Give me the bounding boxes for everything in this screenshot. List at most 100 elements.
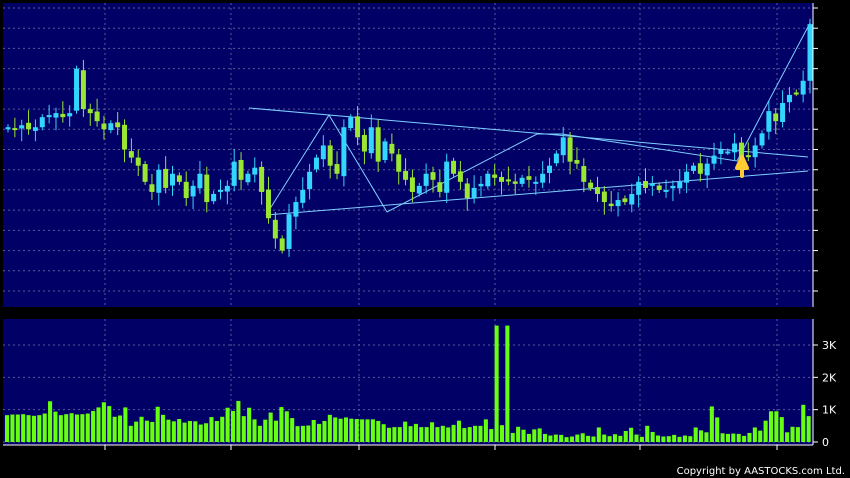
volume-bar [521,429,526,442]
volume-bar [349,418,354,442]
candle-body [437,182,443,192]
volume-bar [300,425,305,442]
volume-bar [317,423,322,442]
volume-bar [483,419,488,442]
volume-bar [779,417,784,442]
volume-bar [413,423,418,442]
volume-bar [381,424,386,442]
volume-tick-label: 1K [822,404,837,417]
volume-bar [343,417,349,442]
candle-body [451,160,457,174]
grid-lines [3,3,813,445]
candle-body [279,238,285,251]
candle-body [313,157,319,170]
candle-body [375,127,381,162]
buy-signal-arrow-icon [735,155,749,178]
volume-bar [64,414,69,442]
volume-bar [586,435,591,442]
volume-tick-label: 0 [822,436,829,449]
volume-bar [5,415,10,442]
volume-bar [763,420,768,442]
volume-bar [596,427,601,442]
volume-bar [338,418,343,442]
volume-bar [806,416,811,442]
volume-bar [187,420,192,442]
candle-body [457,171,463,182]
candle-body [19,125,25,129]
candle-body [800,80,806,95]
volume-bar [747,432,752,442]
candle-body [416,185,422,194]
candle-body [348,117,354,129]
volume-bar [155,406,160,442]
candle-body [183,181,189,199]
candle-body [368,127,374,154]
candle-body [690,165,696,171]
candle-body [745,155,751,158]
volume-bar [48,401,53,442]
volume-bar [731,433,736,442]
candle-body [636,181,642,195]
volume-bar [435,427,440,442]
volume-bar [790,426,795,442]
volume-bar [31,415,36,442]
volume-bar [236,400,241,442]
volume-bar [639,436,644,442]
candle-body [87,109,93,114]
volume-bar [166,419,171,442]
volume-bar [785,432,790,442]
candle-body [560,137,566,156]
volume-bar [96,407,101,442]
candle-body [403,170,409,180]
volume-bar [74,414,80,442]
candle-body [67,113,73,117]
candle-body [649,183,655,186]
volume-bar [204,423,209,442]
volume-bar [580,433,585,442]
trendline [265,22,811,216]
candle-body [170,173,176,186]
volume-bar [462,428,467,442]
volume-bar [677,436,682,442]
volume-bar [682,435,687,442]
volume-bar [467,427,472,442]
volume-tick-label: 3K [822,339,837,352]
candle-body [423,173,429,186]
candle-body [211,193,217,202]
volume-bar [150,421,155,442]
volume-bar [134,421,139,442]
volume-bar [306,425,311,442]
candle-body [74,68,80,111]
candle-body [711,155,717,164]
candle-body [684,171,690,183]
volume-bar [424,427,429,442]
volume-bar [419,427,424,442]
candle-body [128,151,134,158]
candle-body [704,163,710,176]
candle-body [108,123,114,131]
volume-bar [182,422,187,442]
candle-body [12,128,18,131]
candle-body [766,111,772,132]
volume-bar [473,425,478,442]
candle-body [224,185,230,192]
candle-body [149,184,155,192]
volume-bar [85,413,90,442]
volume-bar [543,433,548,442]
candle-body [101,123,107,130]
volume-bar [139,416,144,442]
volume-bar [774,411,779,442]
volume-bar [257,425,262,442]
volume-bar [661,436,666,442]
volume-bar [247,407,252,442]
volume-bar [510,432,515,442]
price-candles [5,18,813,257]
volume-bar [672,434,677,442]
volume-bar [408,426,413,442]
volume-bar [629,427,634,442]
volume-bar [112,416,117,442]
volume-bar [451,424,456,442]
volume-axis: 0 1K 2K 3K [812,319,837,449]
date-axis [3,444,813,450]
candle-body [725,151,731,154]
